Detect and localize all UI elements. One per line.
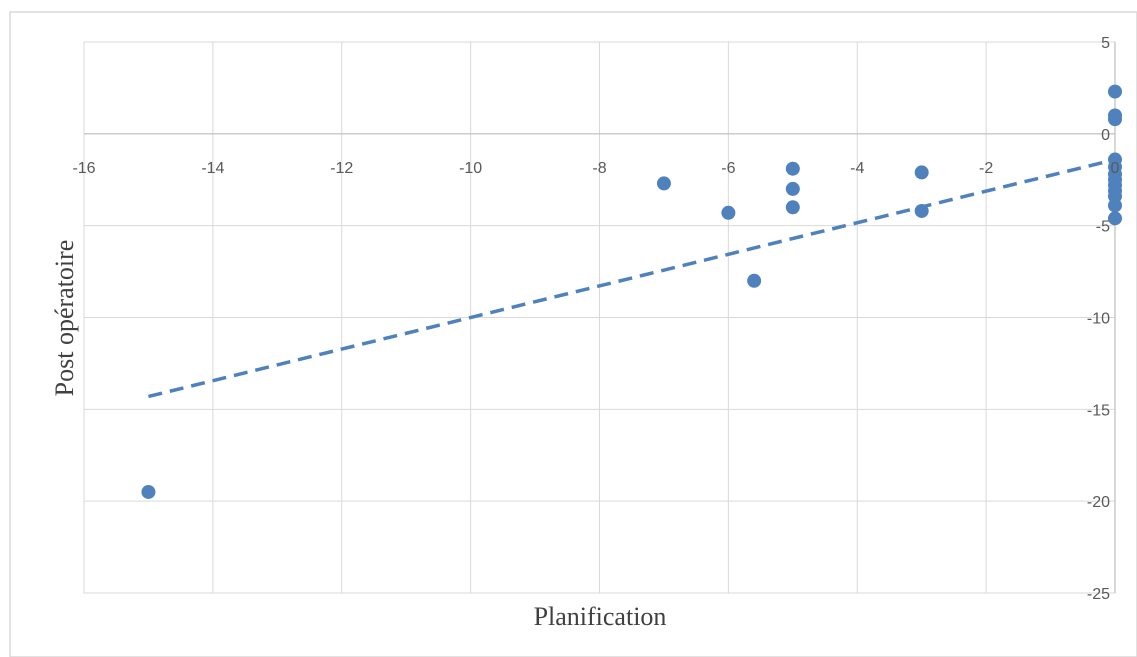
data-point (747, 273, 762, 288)
y-tick-label: -15 (1087, 402, 1110, 419)
y-tick-label: -10 (1087, 311, 1110, 328)
data-point (785, 200, 800, 215)
x-tick-label: 0 (1111, 160, 1120, 177)
data-points (141, 84, 1122, 499)
tick-labels: -16 -14 -12 -10 -8 -6 -4 -2 050-5-10-15-20-25 (72, 35, 1119, 603)
data-point (141, 484, 156, 499)
trendline (148, 157, 1116, 399)
data-point (656, 176, 671, 191)
x-tick-label: -14 (201, 160, 224, 177)
x-tick-label: -12 (330, 160, 353, 177)
y-tick-label: -5 (1096, 219, 1110, 236)
data-point (1108, 84, 1122, 99)
data-point (1108, 198, 1122, 213)
x-tick-label: -8 (592, 160, 606, 177)
data-point (1108, 112, 1122, 127)
x-tick-label: -2 (979, 160, 993, 177)
x-axis-title: Planification (534, 602, 667, 631)
data-point (721, 205, 736, 220)
x-tick-label: -10 (459, 160, 482, 177)
y-tick-label: -20 (1087, 494, 1110, 511)
data-point (785, 161, 800, 176)
x-tick-label: -16 (72, 160, 95, 177)
y-axis-title: Post opératoire (50, 240, 79, 397)
data-point (914, 203, 929, 218)
y-tick-label: 5 (1101, 35, 1110, 52)
x-tick-label: -4 (850, 160, 864, 177)
data-point (785, 181, 800, 196)
y-tick-label: 0 (1101, 127, 1110, 144)
axes (84, 42, 1116, 593)
data-point (1108, 211, 1122, 226)
chart-border (9, 11, 1137, 657)
trendline-layer (148, 157, 1116, 399)
data-point (914, 165, 929, 180)
x-tick-label: -6 (721, 160, 735, 177)
y-tick-label: -25 (1087, 586, 1110, 603)
